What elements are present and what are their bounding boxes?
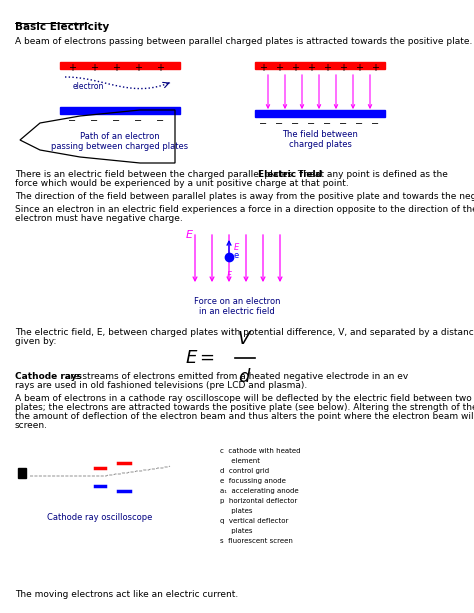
Bar	[255, 110, 385, 117]
Text: A beam of electrons in a cathode ray oscilloscope will be deflected by the elect: A beam of electrons in a cathode ray osc…	[15, 394, 474, 403]
Text: A beam of electrons passing between parallel charged plates is attracted towards: A beam of electrons passing between para…	[15, 37, 473, 46]
Text: −: −	[371, 119, 379, 129]
Text: −: −	[112, 116, 120, 126]
Text: the amount of deflection of the electron beam and thus alters the point where th: the amount of deflection of the electron…	[15, 412, 474, 421]
Text: e: e	[234, 251, 239, 259]
Text: $d$: $d$	[238, 368, 252, 386]
Text: −: −	[291, 119, 299, 129]
Text: −: −	[307, 119, 315, 129]
Text: E: E	[234, 243, 239, 251]
Text: −: −	[156, 116, 164, 126]
Text: +: +	[339, 63, 347, 73]
Text: plates: plates	[220, 508, 253, 514]
Text: q  vertical deflector: q vertical deflector	[220, 518, 288, 524]
Text: +: +	[68, 63, 76, 73]
Text: c  cathode with heated: c cathode with heated	[220, 448, 301, 454]
Text: The moving electrons act like an electric current.: The moving electrons act like an electri…	[15, 590, 238, 599]
Text: p  horizontal deflector: p horizontal deflector	[220, 498, 297, 504]
Text: Cathode rays: Cathode rays	[15, 372, 82, 381]
Text: electron must have negative charge.: electron must have negative charge.	[15, 214, 183, 223]
Bar	[60, 62, 180, 69]
Text: d  control grid: d control grid	[220, 468, 269, 474]
Text: rays are used in old fashioned televisions (pre LCD and plasma).: rays are used in old fashioned televisio…	[15, 381, 307, 390]
Text: are streams of electrons emitted from a heated negative electrode in an ev: are streams of electrons emitted from a …	[62, 372, 408, 381]
Text: element: element	[220, 458, 260, 464]
Text: E: E	[185, 230, 192, 240]
Text: Electric field: Electric field	[258, 170, 322, 179]
Text: +: +	[355, 63, 363, 73]
Text: +: +	[275, 63, 283, 73]
Text: e  focussing anode: e focussing anode	[220, 478, 286, 484]
Text: +: +	[291, 63, 299, 73]
Text: −: −	[134, 116, 142, 126]
Text: −: −	[68, 116, 76, 126]
Text: F: F	[227, 271, 231, 280]
Text: +: +	[112, 63, 120, 73]
Text: at any point is defined as the: at any point is defined as the	[312, 170, 448, 179]
Text: plates; the electrons are attracted towards the positive plate (see below). Alte: plates; the electrons are attracted towa…	[15, 403, 474, 412]
Text: Force on an electron
in an electric field: Force on an electron in an electric fiel…	[194, 297, 280, 316]
Text: −: −	[323, 119, 331, 129]
Text: $V$: $V$	[237, 330, 253, 348]
Bar	[60, 107, 180, 114]
Text: +: +	[371, 63, 379, 73]
Text: +: +	[90, 63, 98, 73]
Text: −: −	[355, 119, 363, 129]
Text: Path of an electron
passing between charged plates: Path of an electron passing between char…	[52, 132, 189, 151]
Text: The electric field, E, between charged plates with potential difference, V, and : The electric field, E, between charged p…	[15, 328, 474, 337]
Text: −: −	[90, 116, 98, 126]
Text: plates: plates	[220, 528, 253, 534]
Text: a₁  accelerating anode: a₁ accelerating anode	[220, 488, 299, 494]
Text: +: +	[156, 63, 164, 73]
Text: force which would be experienced by a unit positive charge at that point.: force which would be experienced by a un…	[15, 179, 349, 188]
Text: electron: electron	[73, 82, 104, 91]
Text: −: −	[275, 119, 283, 129]
Text: The direction of the field between parallel plates is away from the positive pla: The direction of the field between paral…	[15, 192, 474, 201]
Text: Cathode ray oscilloscope: Cathode ray oscilloscope	[47, 513, 153, 522]
Text: −: −	[339, 119, 347, 129]
Text: s  fluorescent screen: s fluorescent screen	[220, 538, 293, 544]
Bar	[255, 62, 385, 69]
Text: +: +	[134, 63, 142, 73]
Text: +: +	[307, 63, 315, 73]
Text: given by:: given by:	[15, 337, 56, 346]
Text: $E=$: $E=$	[185, 349, 215, 367]
Text: Since an electron in an electric field experiences a force in a direction opposi: Since an electron in an electric field e…	[15, 205, 474, 214]
Text: There is an electric field between the charged parallel plates. The: There is an electric field between the c…	[15, 170, 318, 179]
Text: screen.: screen.	[15, 421, 48, 430]
Text: −: −	[259, 119, 267, 129]
Text: +: +	[259, 63, 267, 73]
Text: Basic Electricity: Basic Electricity	[15, 22, 109, 32]
Bar	[18, 468, 26, 478]
Text: +: +	[323, 63, 331, 73]
Text: The field between
charged plates: The field between charged plates	[282, 130, 358, 150]
